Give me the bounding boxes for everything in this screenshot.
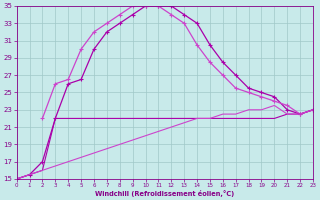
X-axis label: Windchill (Refroidissement éolien,°C): Windchill (Refroidissement éolien,°C) (95, 190, 235, 197)
